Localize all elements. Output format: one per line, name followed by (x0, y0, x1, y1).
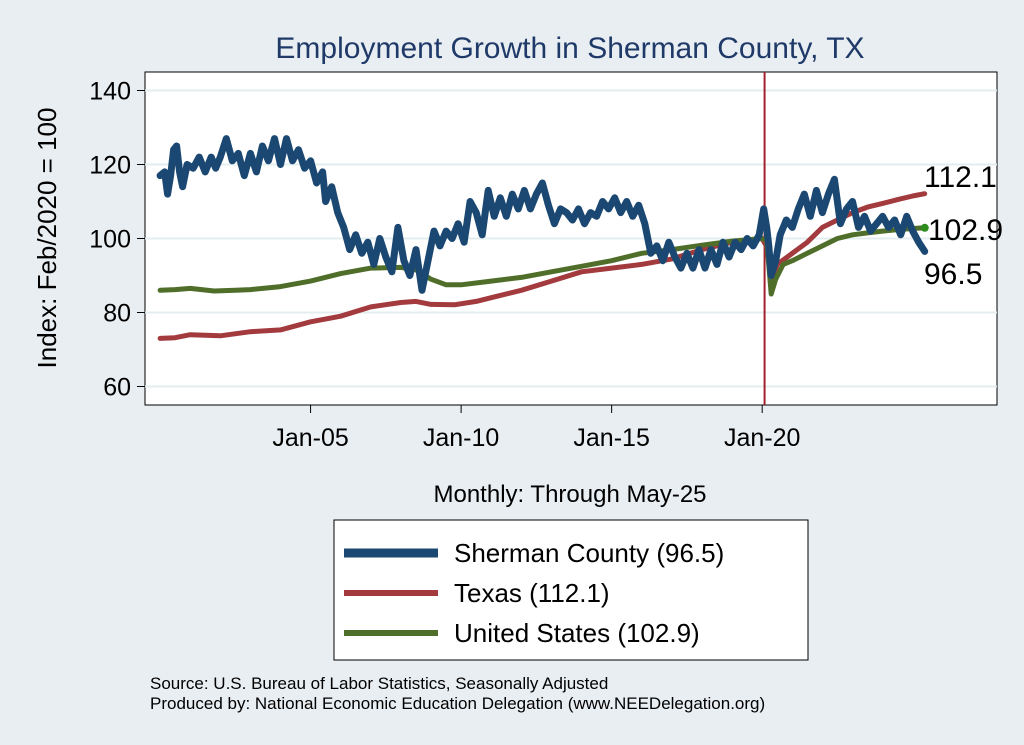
producer-line: Produced by: National Economic Education… (150, 694, 765, 713)
series-line-united-states (157, 225, 928, 297)
x-axis-label: Monthly: Through May-25 (433, 481, 706, 508)
end-label-texas: 112.1 (924, 161, 997, 194)
y-tick-label: 80 (103, 300, 131, 328)
us-end-marker (920, 223, 929, 232)
legend: Sherman County (96.5) Texas (112.1) United… (333, 519, 809, 661)
legend-label: United States (102.9) (454, 618, 700, 648)
x-tick-label: Jan-20 (724, 424, 800, 452)
y-axis-label: Index: Feb/2020 = 100 (32, 108, 62, 369)
source-line: Source: U.S. Bureau of Labor Statistics,… (150, 674, 608, 693)
legend-label: Sherman County (96.5) (454, 538, 724, 568)
series-line-sherman-county (156, 135, 929, 294)
gridlines (145, 89, 997, 388)
end-label-united-states: 102.9 (928, 214, 1003, 247)
x-tick-label: Jan-10 (423, 424, 499, 452)
y-tick-label: 120 (89, 152, 131, 180)
x-tick-label: Jan-15 (573, 424, 649, 452)
legend-label: Texas (112.1) (454, 578, 610, 608)
y-tick-label: 140 (89, 78, 131, 106)
end-labels: 112.1 102.9 96.5 (924, 161, 1003, 291)
series-lines (156, 135, 929, 341)
y-axis: 60 80 100 120 140 (89, 78, 145, 402)
y-tick-label: 100 (89, 226, 131, 254)
chart-title: Employment Growth in Sherman County, TX (275, 32, 864, 65)
y-tick-label: 60 (103, 374, 131, 402)
x-axis: Jan-05 Jan-10 Jan-15 Jan-20 (272, 405, 800, 452)
x-tick-label: Jan-05 (272, 424, 348, 452)
end-label-sherman-county: 96.5 (924, 258, 982, 291)
